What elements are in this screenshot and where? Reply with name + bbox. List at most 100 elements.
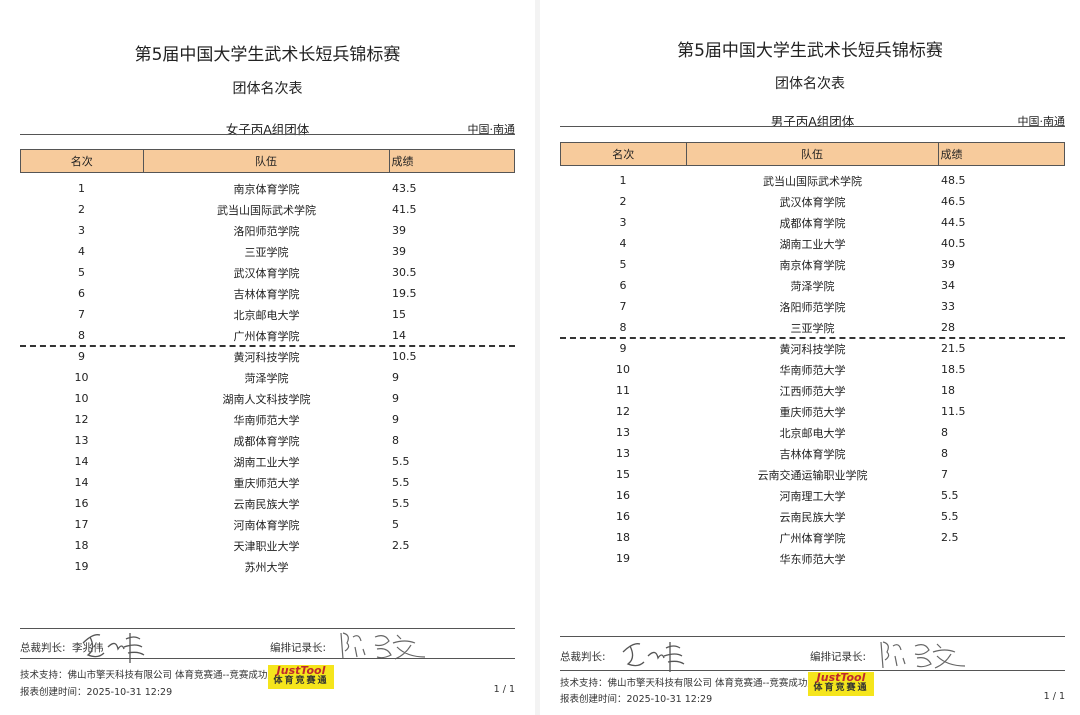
team-cell: 广州体育学院 [779,531,846,545]
report-created: 报表创建时间：2025-10-31 12:29 [560,694,713,705]
team-cell: 广州体育学院 [233,329,300,343]
score-cell: 7 [941,468,948,481]
page-title: 第5届中国大学生武术长短兵锦标赛 [677,41,943,61]
logo-subtext: 体育竞赛通 [813,683,869,693]
rank-cell: 2 [619,195,627,208]
table-row: 16 云南民族大学 5.5 [560,506,1065,527]
footer-line [560,670,1065,671]
score-cell: 15 [392,308,406,321]
rank-cell: 19 [616,552,630,565]
page-title: 第5届中国大学生武术长短兵锦标赛 [134,45,401,65]
table-row: 4 三亚学院 39 [20,241,515,262]
location: 中国·南通 [467,123,516,136]
score-cell: 18.5 [941,363,966,376]
table-row: 12 重庆师范大学 11.5 [560,401,1065,422]
logo-text: JustTool [816,671,866,684]
team-cell: 北京邮电大学 [233,308,300,322]
table-row: 5 武汉体育学院 30.5 [20,262,515,283]
rank-cell: 6 [619,279,627,292]
table-row: 2 武当山国际武术学院 41.5 [20,199,515,220]
table-row: 15 云南交通运输职业学院 7 [560,464,1065,485]
table-row: 9 黄河科技学院 21.5 [560,338,1065,359]
table-row: 16 云南民族大学 5.5 [20,493,515,514]
page-subtitle: 团体名次表 [775,76,845,92]
score-cell: 9 [392,371,399,384]
footer-line [20,658,515,659]
team-cell: 菏泽学院 [790,279,835,293]
table-row: 13 北京邮电大学 8 [560,422,1065,443]
score-cell: 46.5 [941,195,966,208]
rank-cell: 5 [78,266,85,279]
score-cell: 40.5 [941,237,966,250]
team-cell: 云南交通运输职业学院 [757,468,868,482]
rank-cell: 6 [78,287,85,300]
team-cell: 吉林体育学院 [779,447,846,461]
rank-cell: 15 [616,468,630,481]
score-cell: 39 [392,245,406,258]
header-rank: 名次 [21,150,144,172]
score-cell: 39 [392,224,406,237]
team-cell: 华南师范大学 [779,363,846,377]
table-row: 12 华南师范大学 9 [20,409,515,430]
table-row: 9 黄河科技学院 10.5 [20,346,515,367]
score-cell: 8 [941,447,948,460]
team-cell: 黄河科技学院 [233,350,300,364]
team-cell: 湖南人文科技学院 [222,392,311,406]
score-cell: 41.5 [392,203,417,216]
table-row: 18 天津职业大学 2.5 [20,535,515,556]
logo-subtext: 体育竞赛通 [273,676,329,686]
page-number: 1 / 1 [1043,691,1065,702]
team-cell: 三亚学院 [790,321,835,335]
header-score: 成绩 [391,155,414,168]
team-cell: 武汉体育学院 [233,266,300,280]
rank-cell: 4 [619,237,627,250]
table-row: 3 成都体育学院 44.5 [560,212,1065,233]
table-row: 13 成都体育学院 8 [20,430,515,451]
table-row: 11 江西师范大学 18 [560,380,1065,401]
team-cell: 南京体育学院 [233,182,300,196]
team-cell: 江西师范大学 [779,384,846,398]
score-cell: 44.5 [941,216,966,229]
group-name: 女子丙A组团体 [225,122,310,137]
score-cell: 5.5 [941,489,959,502]
rank-cell: 10 [74,371,89,384]
rank-cell: 10 [616,363,630,376]
rank-cell: 18 [616,531,630,544]
score-cell: 21.5 [941,342,966,355]
page-women: 第5届中国大学生武术长短兵锦标赛 团体名次表 女子丙A组团体 中国·南通 名次 队伍 成绩 1… [0,0,535,715]
team-cell: 吉林体育学院 [233,287,300,301]
score-cell: 14 [392,329,406,342]
rank-cell: 16 [616,489,630,502]
location: 中国·南通 [1017,115,1066,128]
recorder-signature [875,636,970,672]
header-score: 成绩 [940,148,963,161]
rank-cell: 2 [78,203,85,216]
table-row: 10 华南师范大学 18.5 [560,359,1065,380]
header-rank: 名次 [561,143,687,165]
rank-cell: 3 [619,216,627,229]
rank-cell: 17 [74,518,89,531]
score-cell: 2.5 [392,539,410,552]
page-number: 1 / 1 [493,684,515,695]
score-cell: 5.5 [941,510,959,523]
team-cell: 华南师范大学 [233,413,300,427]
score-cell: 33 [941,300,955,313]
table-row: 7 洛阳师范学院 33 [560,296,1065,317]
rank-cell: 10 [74,392,89,405]
score-cell: 5.5 [392,476,410,489]
team-cell: 华东师范大学 [779,552,846,566]
qualify-cutoff-line [20,345,515,347]
team-cell: 北京邮电大学 [779,426,846,440]
team-cell: 苏州大学 [244,560,289,574]
team-cell: 重庆师范大学 [779,405,846,419]
table-row: 19 华东师范大学 [560,548,1065,569]
table-row: 4 湖南工业大学 40.5 [560,233,1065,254]
rank-cell: 7 [78,308,85,321]
score-cell: 5 [392,518,399,531]
score-cell: 48.5 [941,174,966,187]
score-cell: 18 [941,384,955,397]
team-cell: 南京体育学院 [779,258,846,272]
score-cell: 11.5 [941,405,966,418]
table-row: 13 吉林体育学院 8 [560,443,1065,464]
table-row: 19 苏州大学 [20,556,515,577]
